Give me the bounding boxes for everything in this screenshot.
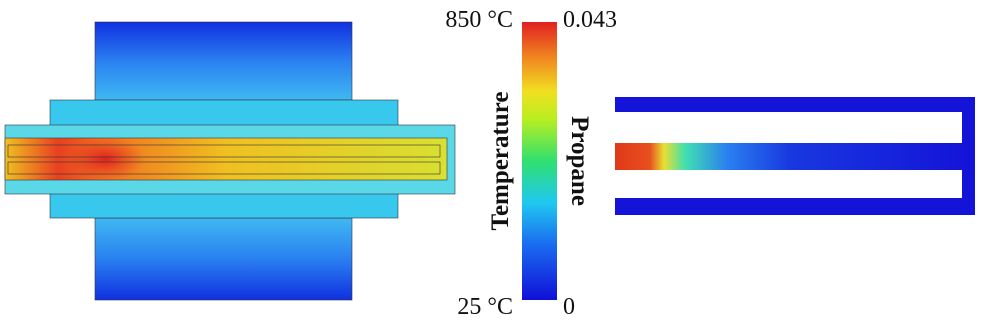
propane-label: Propane [566, 116, 593, 206]
temperature-field [4, 21, 456, 301]
propane-min: 0 [563, 294, 575, 320]
temperature-label: Temperature [487, 92, 514, 231]
colorbar [522, 22, 557, 300]
propane-field [615, 97, 975, 215]
propane-max: 0.043 [563, 7, 617, 33]
temperature-max: 850 °C [445, 7, 513, 33]
temperature-min: 25 °C [457, 294, 513, 320]
